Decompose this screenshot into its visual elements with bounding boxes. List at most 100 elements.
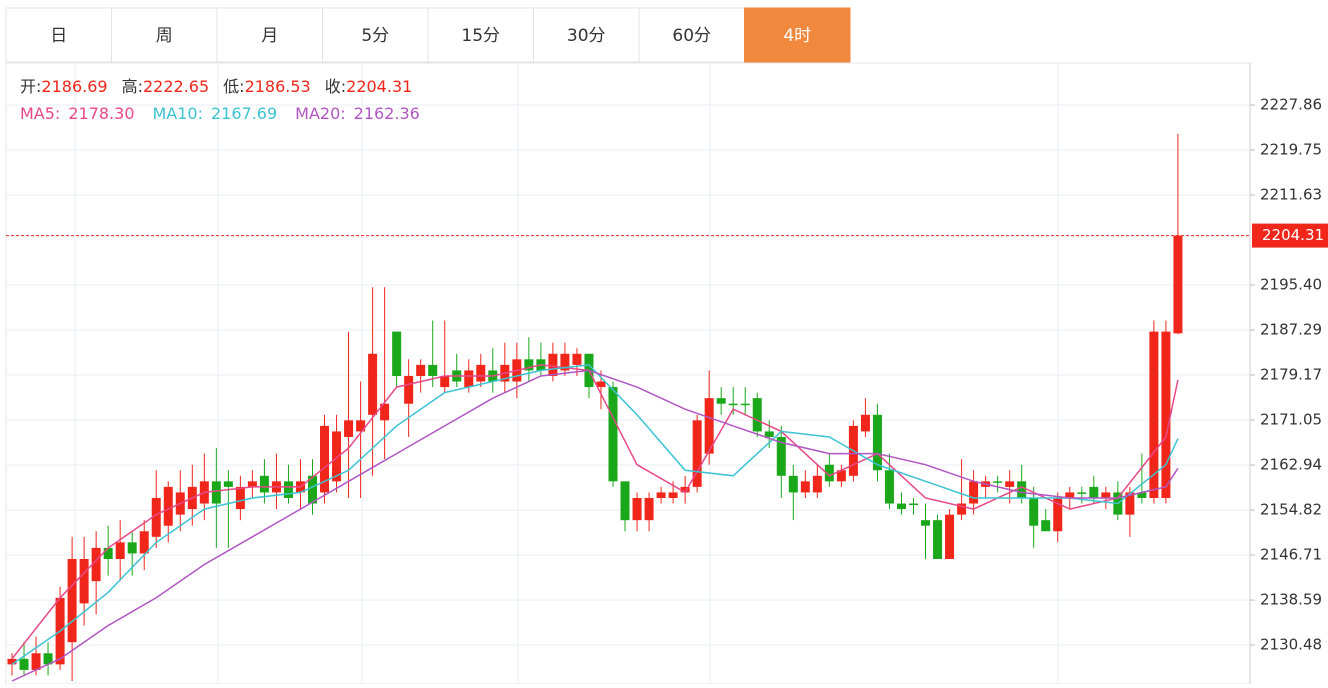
candle-body: [1125, 492, 1135, 515]
candle-body: [800, 481, 810, 493]
candle-body: [223, 481, 233, 487]
candle-body: [692, 420, 702, 487]
candle-body: [91, 547, 101, 582]
candle-body: [909, 503, 918, 506]
legend-value: 2178.30: [68, 104, 134, 123]
candle-body: [969, 481, 979, 504]
candle-body: [283, 481, 293, 498]
candle-body: [921, 520, 931, 526]
candle-body: [380, 403, 390, 421]
candle-body: [560, 353, 570, 371]
tab[interactable]: [5, 7, 112, 63]
candle-body: [680, 486, 690, 493]
tab[interactable]: [533, 7, 640, 63]
candle-body: [476, 364, 486, 382]
tab-label: 日: [50, 26, 67, 46]
candle-body: [259, 475, 269, 493]
tab-label: 4时: [783, 26, 811, 46]
candle-body: [824, 464, 834, 482]
y-tick-label: 2219.75: [1260, 140, 1322, 158]
ohlc-label: 开:: [20, 77, 41, 96]
tab[interactable]: [216, 7, 323, 63]
candle-body: [896, 503, 906, 510]
tab-label: 60分: [672, 26, 711, 46]
candle-body: [1017, 481, 1027, 498]
candle-body: [945, 514, 955, 559]
candle-body: [320, 425, 330, 493]
candle-body: [836, 470, 846, 482]
candle-body: [235, 486, 245, 510]
legend-name: MA5:: [20, 104, 60, 123]
candle-body: [115, 542, 125, 559]
ma-line: [11, 364, 1179, 666]
candle-body: [644, 497, 654, 521]
price-tag-label: 2204.31: [1262, 226, 1324, 244]
y-tick-label: 2130.48: [1260, 636, 1322, 654]
candle-body: [332, 431, 342, 482]
y-tick-label: 2162.94: [1260, 456, 1322, 474]
price-tag: [1252, 223, 1328, 248]
tab-label: 30分: [567, 26, 606, 46]
candle-body: [19, 658, 29, 670]
candle-body: [440, 375, 450, 388]
ohlc-label: 高:: [122, 77, 143, 96]
candle-body: [728, 403, 738, 406]
y-tick-label: 2138.59: [1260, 591, 1322, 609]
candle-body: [464, 370, 474, 388]
candle-body: [548, 353, 558, 376]
candle-body: [1173, 235, 1183, 334]
candle-body: [31, 653, 41, 670]
tab[interactable]: [322, 7, 429, 63]
candle-body: [884, 470, 894, 504]
candle-body: [752, 398, 762, 432]
ohlc-value: 2186.53: [245, 77, 311, 96]
y-tick-label: 2227.86: [1260, 95, 1322, 113]
candle-body: [740, 403, 750, 406]
candle-body: [957, 503, 967, 515]
candle-body: [356, 420, 366, 432]
candle-body: [572, 353, 582, 365]
candle-body: [608, 387, 618, 482]
candle-body: [416, 364, 426, 376]
candle-body: [1137, 492, 1147, 498]
legend-name: MA10:: [153, 104, 204, 123]
candle-body: [151, 497, 161, 537]
candle-body: [788, 475, 798, 493]
tab[interactable]: [427, 7, 534, 63]
candle-body: [933, 520, 943, 559]
plot-area: [5, 62, 1251, 685]
candle-body: [103, 547, 113, 559]
candle-body: [860, 414, 870, 432]
candle-body: [872, 414, 882, 471]
legend-value: 2167.69: [211, 104, 277, 123]
candle-body: [1101, 492, 1111, 498]
ohlc-value: 2204.31: [346, 77, 412, 96]
candle-body: [1029, 497, 1039, 526]
candle-body: [1065, 492, 1075, 498]
candle-body: [163, 486, 173, 526]
candle-body: [139, 531, 149, 554]
tab-label: 15分: [461, 26, 500, 46]
candle-body: [656, 492, 666, 498]
tab[interactable]: [744, 7, 851, 63]
candle-body: [632, 497, 642, 521]
tab[interactable]: [111, 7, 218, 63]
candle-body: [993, 481, 1003, 483]
candle-body: [127, 542, 137, 554]
ohlc-value: 2222.65: [143, 77, 209, 96]
y-tick-label: 2211.63: [1260, 185, 1322, 203]
ma-line: [11, 369, 1179, 682]
candle-body: [1053, 497, 1063, 532]
tab-label: 5分: [361, 26, 389, 46]
candle-body: [596, 381, 606, 388]
legend-value: 2162.36: [354, 104, 420, 123]
candle-body: [1005, 481, 1015, 487]
candle-body: [716, 398, 726, 404]
y-tick-label: 2154.82: [1260, 501, 1322, 519]
y-tick-label: 2146.71: [1260, 546, 1322, 564]
candle-body: [428, 364, 438, 376]
candle-body: [1149, 331, 1159, 498]
candle-body: [620, 481, 630, 521]
